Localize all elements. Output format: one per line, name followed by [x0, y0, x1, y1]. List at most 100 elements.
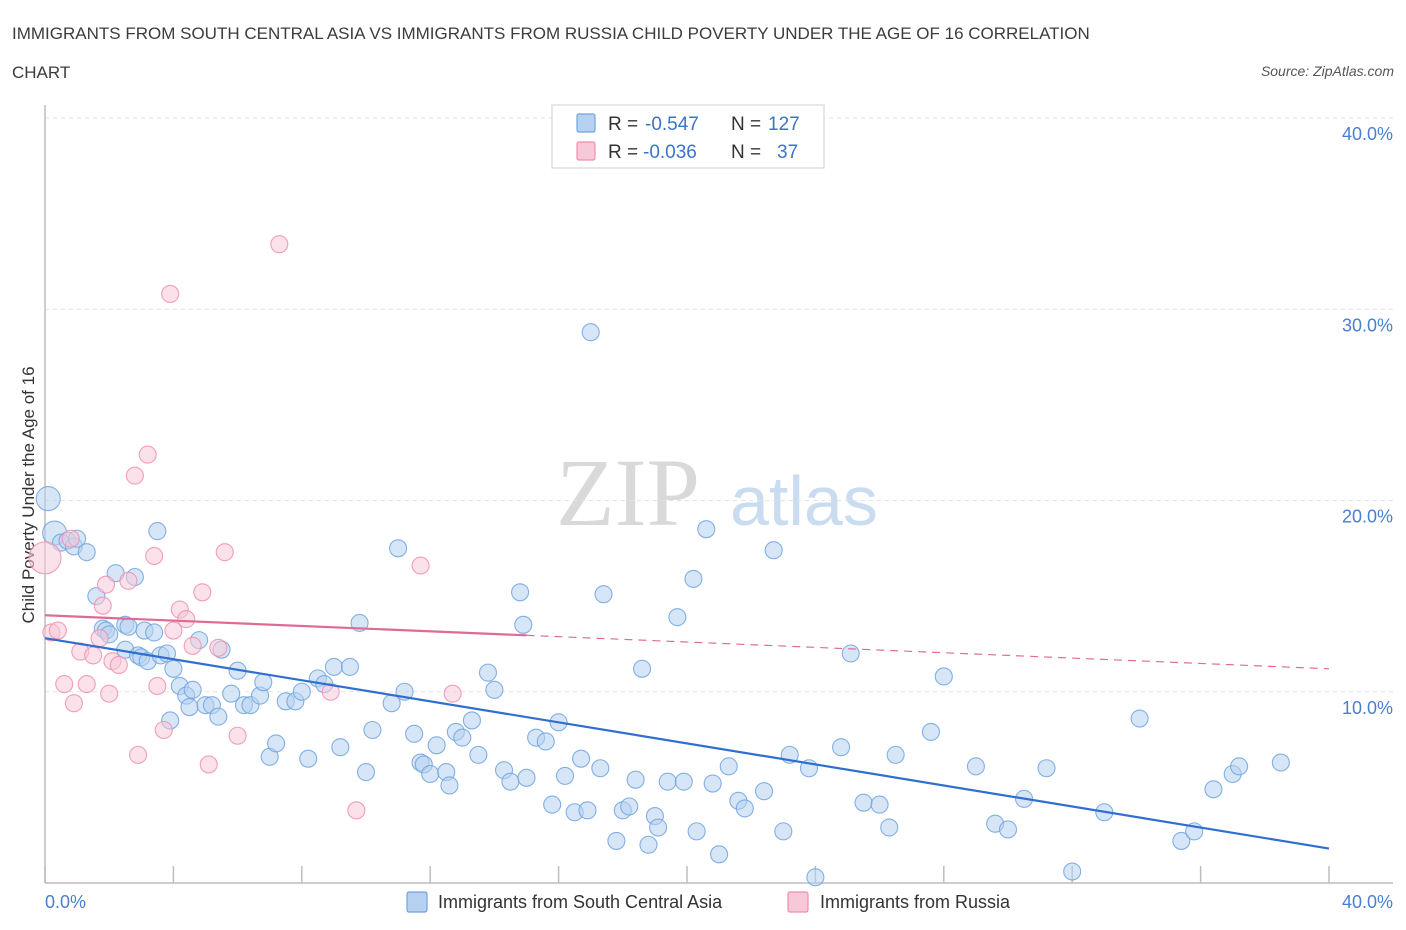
- point-south-central-asia: [710, 845, 729, 864]
- point-south-central-asia: [572, 749, 591, 768]
- point-south-central-asia: [1204, 780, 1223, 799]
- point-south-central-asia: [440, 776, 459, 795]
- point-russia: [96, 575, 116, 594]
- point-russia: [270, 235, 289, 254]
- legend-r-value-1: -0.547: [645, 114, 699, 135]
- point-south-central-asia: [1230, 757, 1249, 776]
- point-russia: [55, 675, 74, 694]
- point-russia: [125, 466, 144, 485]
- legend-n-label-2: N =: [731, 142, 761, 163]
- point-south-central-asia: [639, 835, 658, 854]
- chart-title-line1: IMMIGRANTS FROM SOUTH CENTRAL ASIA VS IM…: [12, 24, 1090, 43]
- point-south-central-asia: [966, 757, 985, 776]
- point-south-central-asia: [764, 541, 783, 560]
- point-russia: [48, 621, 67, 640]
- y-axis-label: Child Poverty Under the Age of 16: [19, 366, 38, 623]
- legend-n-value-1: 127: [768, 114, 800, 135]
- point-south-central-asia: [405, 724, 424, 743]
- point-south-central-asia: [501, 772, 520, 791]
- point-south-central-asia: [363, 720, 382, 740]
- point-south-central-asia: [607, 831, 626, 850]
- point-south-central-asia: [841, 644, 860, 663]
- point-south-central-asia: [1172, 831, 1191, 850]
- point-south-central-asia: [806, 868, 825, 887]
- point-south-central-asia: [1063, 862, 1082, 881]
- point-russia: [93, 596, 112, 615]
- x-tick-label-min: 0.0%: [45, 892, 86, 912]
- point-south-central-asia: [299, 749, 318, 768]
- point-south-central-asia: [774, 822, 793, 841]
- point-south-central-asia: [754, 782, 774, 801]
- point-south-central-asia: [180, 697, 199, 717]
- point-russia: [411, 556, 430, 575]
- legend-n-value-2: 37: [777, 142, 798, 163]
- point-south-central-asia: [658, 772, 677, 791]
- point-south-central-asia: [735, 799, 754, 818]
- point-south-central-asia: [340, 657, 360, 676]
- point-russia: [148, 676, 167, 696]
- legend-r-value-2: -0.036: [643, 142, 697, 163]
- point-south-central-asia: [119, 617, 138, 636]
- point-russia: [193, 583, 212, 602]
- point-south-central-asia: [578, 801, 597, 820]
- chart-title-line2: CHART: [12, 63, 70, 82]
- point-russia: [154, 720, 173, 740]
- x-tick-label-max: 40.0%: [1342, 892, 1393, 912]
- y-tick-label-10: 10.0%: [1342, 698, 1393, 718]
- point-south-central-asia: [921, 722, 941, 741]
- source-label: Source: ZipAtlas.com: [1261, 63, 1394, 79]
- point-russia: [145, 546, 164, 566]
- point-south-central-asia: [324, 657, 343, 676]
- point-russia: [90, 629, 109, 648]
- point-south-central-asia: [555, 766, 575, 785]
- point-russia: [64, 694, 83, 713]
- point-russia: [28, 541, 62, 575]
- y-tick-label-20: 20.0%: [1342, 507, 1393, 527]
- point-south-central-asia: [591, 759, 610, 778]
- gridlines: [45, 117, 1393, 693]
- point-russia: [164, 621, 183, 640]
- point-south-central-asia: [697, 520, 716, 539]
- point-south-central-asia: [389, 539, 408, 558]
- point-south-central-asia: [886, 745, 905, 764]
- point-south-central-asia: [148, 522, 167, 541]
- bottom-legend-label-south-central-asia: Immigrants from South Central Asia: [438, 892, 723, 912]
- point-south-central-asia: [668, 608, 687, 627]
- point-south-central-asia: [77, 543, 96, 562]
- point-south-central-asia: [536, 732, 555, 751]
- point-south-central-asia: [1130, 709, 1149, 728]
- point-south-central-asia: [35, 486, 61, 512]
- point-south-central-asia: [880, 818, 899, 837]
- point-south-central-asia: [164, 659, 183, 678]
- point-south-central-asia: [254, 673, 273, 692]
- bottom-legend-label-russia: Immigrants from Russia: [820, 892, 1011, 912]
- point-south-central-asia: [581, 323, 600, 342]
- point-south-central-asia: [594, 585, 613, 604]
- legend-r-label-1: R =: [608, 114, 638, 135]
- point-south-central-asia: [854, 793, 873, 812]
- point-south-central-asia: [1037, 759, 1056, 778]
- point-russia: [183, 636, 202, 655]
- point-south-central-asia: [649, 818, 668, 837]
- series-russia: [28, 235, 462, 820]
- point-russia: [199, 755, 218, 774]
- point-south-central-asia: [514, 615, 533, 634]
- point-south-central-asia: [626, 770, 645, 789]
- trend-line-extension-russia: [526, 634, 1330, 670]
- point-russia: [321, 682, 340, 701]
- bottom-legend-swatch-south-central-asia: [406, 891, 428, 913]
- y-tick-label-30: 30.0%: [1342, 315, 1393, 335]
- legend-box: R = -0.547 N = 127 R = -0.036 N = 37: [551, 104, 825, 169]
- point-russia: [129, 745, 148, 764]
- point-south-central-asia: [462, 711, 481, 730]
- series-layer: [28, 235, 1330, 887]
- point-russia: [138, 445, 157, 464]
- point-russia: [209, 638, 228, 657]
- point-south-central-asia: [356, 763, 376, 782]
- point-south-central-asia: [453, 728, 472, 747]
- legend-swatch-south-central-asia: [576, 113, 596, 133]
- point-south-central-asia: [485, 680, 504, 699]
- trend-line-russia: [44, 614, 527, 637]
- point-russia: [215, 543, 234, 562]
